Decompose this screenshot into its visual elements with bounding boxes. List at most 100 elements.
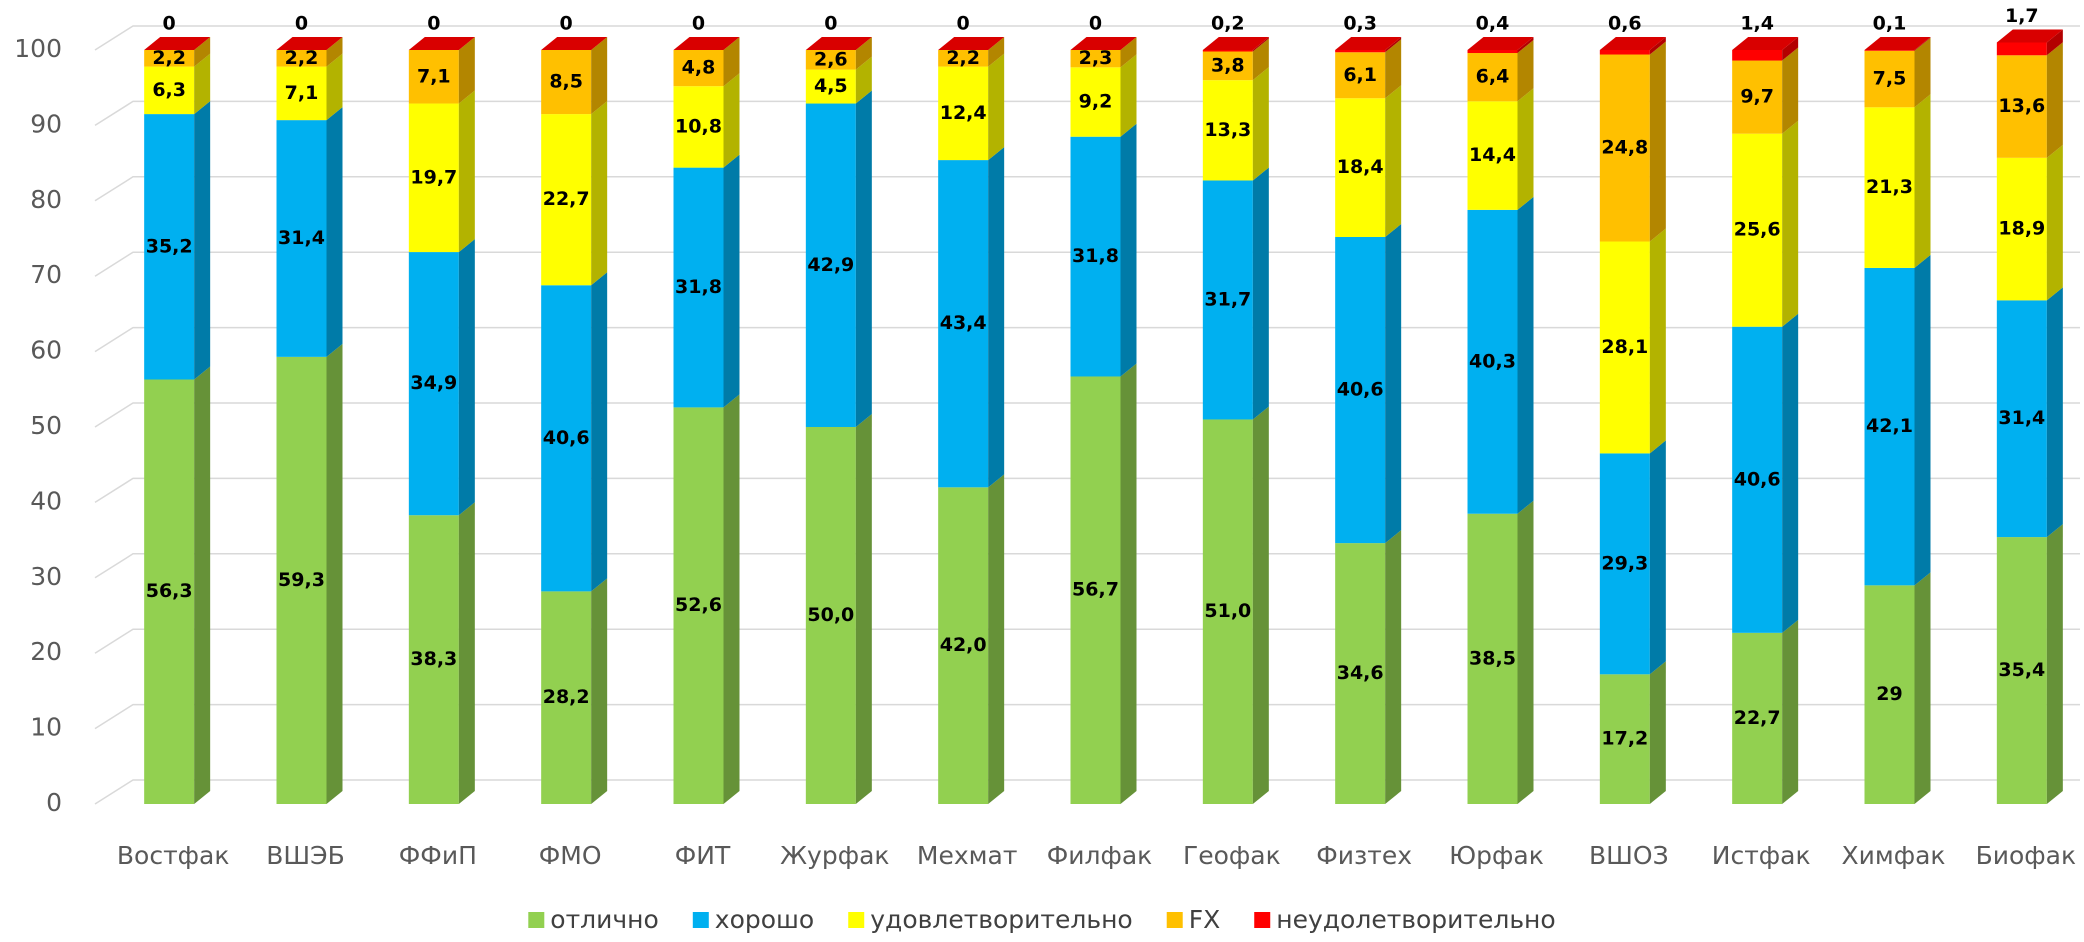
value-label: 38,3 — [410, 648, 457, 670]
bar-side — [591, 101, 608, 286]
value-label: 35,4 — [1998, 659, 2045, 681]
value-label: 0 — [692, 13, 705, 35]
value-label: 40,3 — [1469, 350, 1516, 372]
bar-segment — [1335, 98, 1386, 237]
grid-line — [94, 477, 2080, 504]
bar-top — [408, 37, 475, 50]
x-tick-label: Химфак — [1841, 841, 1945, 870]
bar-segment — [1732, 60, 1783, 134]
legend-label: удовлетворительно — [870, 905, 1132, 934]
bar-segment — [1335, 52, 1386, 99]
bar-side — [1782, 619, 1799, 804]
bar-side — [1517, 88, 1534, 210]
bar-segment — [541, 50, 592, 115]
value-label: 0 — [957, 13, 970, 35]
value-label: 2,2 — [152, 47, 186, 69]
bar-top — [938, 37, 1005, 50]
bar-side — [1120, 37, 1137, 68]
legend-label: хорошо — [715, 905, 814, 934]
bar-side — [326, 343, 343, 804]
y-tick-label: 0 — [46, 788, 62, 817]
value-label: 28,2 — [543, 686, 590, 708]
value-label: 31,7 — [1204, 288, 1251, 310]
value-label: 43,4 — [940, 312, 987, 334]
value-label: 2,6 — [814, 48, 848, 70]
bar-segment — [144, 114, 195, 380]
bar-side — [1517, 500, 1534, 804]
bar-side — [1385, 85, 1402, 237]
x-tick-label: Филфак — [1047, 841, 1153, 870]
bar-segment — [805, 427, 856, 804]
value-label: 50,0 — [807, 604, 854, 626]
bar-side — [458, 239, 475, 516]
legend-swatch — [1254, 912, 1271, 928]
value-label: 2,2 — [946, 47, 980, 69]
bar-side — [1649, 41, 1666, 242]
bar-side — [194, 37, 211, 67]
y-tick-label: 10 — [30, 713, 62, 742]
value-label: 40,6 — [1734, 468, 1781, 490]
value-label: 42,1 — [1866, 415, 1913, 437]
bar-side — [194, 366, 211, 804]
value-label: 0 — [560, 13, 573, 35]
bar-side — [1252, 38, 1269, 81]
bar-segment — [1070, 136, 1121, 377]
bar-segment — [805, 103, 856, 427]
bar-segment — [1070, 50, 1121, 68]
value-label: 7,1 — [417, 65, 451, 87]
grid-line — [94, 25, 2080, 51]
bar-segment — [1864, 267, 1915, 586]
grid-line — [94, 779, 2080, 805]
bar-segment — [1996, 157, 2047, 301]
x-tick-label: Юрфак — [1449, 841, 1544, 870]
value-label: 56,7 — [1072, 579, 1119, 601]
value-label: 0,1 — [1873, 13, 1907, 35]
bar-top — [1467, 37, 1534, 50]
bar-side — [1517, 40, 1534, 102]
bar-side — [988, 53, 1005, 161]
value-label: 38,5 — [1469, 647, 1516, 669]
bar-segment — [144, 66, 195, 115]
bar-side — [591, 272, 608, 592]
bar-top — [673, 37, 740, 50]
bar-segment — [1070, 67, 1121, 137]
bar-segment — [673, 86, 724, 168]
bar-side — [1385, 223, 1402, 544]
grid-line — [94, 251, 2080, 277]
y-tick-label: 50 — [30, 411, 62, 440]
bar-side — [194, 101, 211, 380]
value-label: 0,4 — [1476, 13, 1510, 35]
bar-side — [1120, 54, 1137, 137]
bar-side — [458, 502, 475, 804]
value-label: 1,7 — [2005, 5, 2039, 27]
bar-segment — [1467, 209, 1518, 514]
value-label: 28,1 — [1601, 336, 1648, 358]
bar-segment — [541, 285, 592, 592]
value-label: 52,6 — [675, 594, 722, 616]
x-tick-label: Истфак — [1712, 841, 1811, 870]
value-label: 2,3 — [1079, 47, 1113, 69]
bar-segment — [541, 114, 592, 286]
y-tick-label: 90 — [30, 109, 62, 138]
bar-side — [1385, 39, 1402, 99]
bar-segment — [1467, 50, 1518, 54]
bar-side — [723, 73, 740, 168]
bar-segment — [144, 50, 195, 67]
value-label: 42,0 — [940, 634, 987, 656]
grid-line — [94, 100, 2080, 127]
bar-side — [591, 578, 608, 804]
bar-segment — [1335, 50, 1386, 53]
bar-side — [1782, 313, 1799, 633]
bar-segment — [1202, 80, 1253, 181]
bar-side — [1649, 37, 1666, 55]
legend-swatch — [1166, 912, 1183, 928]
bar-top — [1070, 37, 1137, 50]
x-tick-label: Мехмат — [917, 841, 1018, 870]
bar-top — [1996, 29, 2063, 43]
bar-top — [541, 37, 608, 50]
bar-segment — [1864, 107, 1915, 268]
value-label: 40,6 — [1337, 379, 1384, 401]
y-tick-label: 80 — [30, 185, 62, 214]
bar-segment — [1996, 42, 2047, 56]
bar-top — [1732, 37, 1799, 50]
